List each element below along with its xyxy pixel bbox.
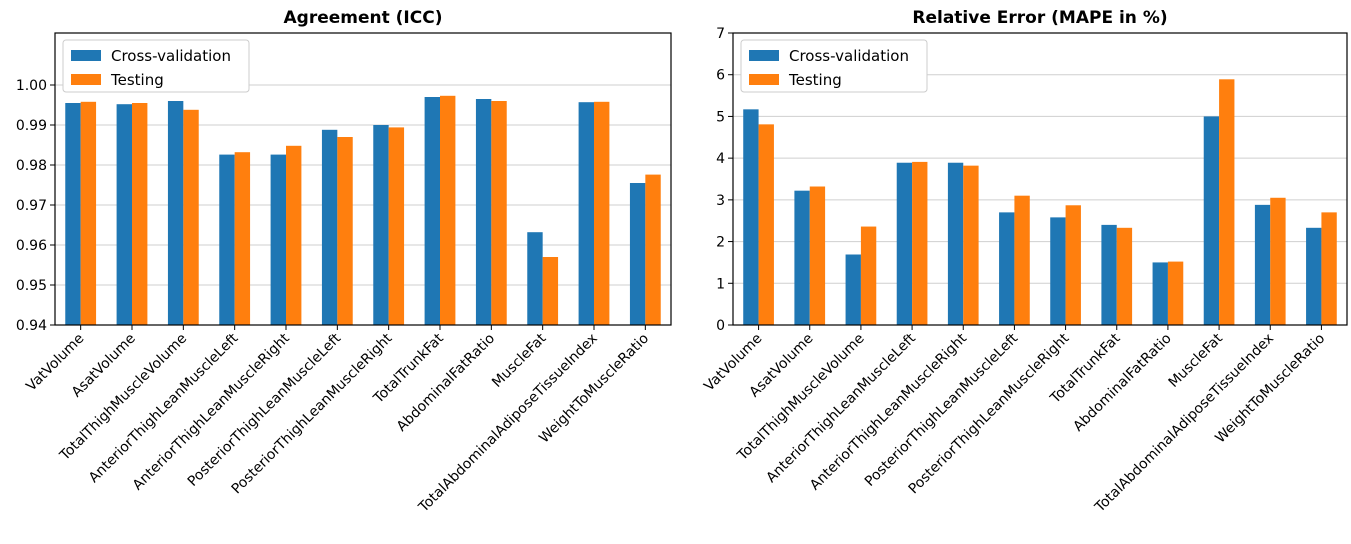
- mape-bar-crossval: [743, 109, 759, 325]
- icc-ytick-label: 0.96: [16, 238, 47, 254]
- mape-bar-testing: [1167, 261, 1184, 325]
- mape-bar-testing: [912, 161, 928, 325]
- mape-ytick-label: 3: [716, 193, 725, 209]
- mape-bar-crossval: [794, 190, 810, 325]
- mape-legend: Cross-validation Testing: [740, 39, 928, 93]
- icc-bar-crossval: [167, 101, 184, 325]
- icc-ytick-label: 0.95: [16, 278, 47, 294]
- icc-ytick-label: 0.98: [16, 158, 47, 174]
- mape-bar-testing: [1270, 197, 1286, 325]
- mape-ytick-label: 0: [716, 318, 725, 334]
- mape-bar-crossval: [1306, 227, 1322, 325]
- icc-bar-crossval: [270, 154, 286, 325]
- icc-bar-testing: [594, 101, 610, 325]
- mape-bar-crossval: [1101, 224, 1117, 325]
- icc-bar-testing: [645, 174, 661, 325]
- mape-ytick-label: 6: [716, 68, 725, 84]
- icc-ytick-label: 1.00: [16, 78, 47, 94]
- mape-ytick-label: 1: [716, 276, 725, 292]
- mape-chart-title: Relative Error (MAPE in %): [912, 8, 1167, 28]
- icc-legend-label: Testing: [110, 71, 164, 89]
- icc-bar-testing: [491, 101, 507, 325]
- icc-bar-testing: [286, 145, 302, 325]
- icc-bar-testing: [337, 137, 353, 325]
- mape-axes-frame: [732, 32, 1348, 326]
- mape-xtick-label: AbdominalFatRatio: [1070, 331, 1174, 435]
- icc-bar-testing: [132, 103, 148, 325]
- mape-bar-testing: [860, 226, 877, 325]
- icc-bar-testing: [80, 101, 97, 325]
- icc-bar-crossval: [629, 183, 646, 325]
- mape-bar-testing: [1219, 79, 1235, 325]
- mape-bar-testing: [758, 124, 774, 326]
- icc-bar-testing: [388, 127, 405, 326]
- mape-ytick-label: 4: [716, 151, 725, 167]
- mape-bar-crossval: [1203, 116, 1220, 325]
- mape-bar-crossval: [999, 212, 1015, 325]
- icc-ytick-label: 0.94: [16, 318, 47, 334]
- mape-bar-crossval: [1254, 204, 1271, 325]
- icc-legend-swatch: [71, 50, 101, 61]
- mape-legend-swatch: [749, 50, 779, 61]
- mape-legend-label: Testing: [788, 71, 842, 89]
- mape-bar-crossval: [896, 162, 913, 325]
- mape-bar-testing: [1321, 212, 1337, 325]
- icc-axes-frame: [54, 32, 672, 326]
- mape-legend-label: Cross-validation: [789, 47, 909, 65]
- icc-chart-title: Agreement (ICC): [284, 8, 443, 28]
- icc-legend-box: [62, 39, 250, 93]
- mape-bar-testing: [1014, 195, 1030, 325]
- icc-bar-crossval: [424, 97, 440, 325]
- mape-ytick-label: 2: [716, 235, 725, 251]
- mape-bar-testing: [1065, 205, 1081, 325]
- icc-bar-crossval: [321, 129, 338, 325]
- mape-panel: 01234567VatVolumeAsatVolumeTotalThighMus…: [701, 8, 1348, 517]
- mape-bar-crossval: [1050, 217, 1066, 325]
- mape-ytick-label: 5: [716, 109, 725, 125]
- icc-bar-testing: [542, 257, 559, 325]
- icc-xtick-label: AbdominalFatRatio: [394, 331, 498, 435]
- mape-bar-testing: [963, 165, 979, 325]
- mape-xtick-label: TotalAbdominalAdiposeTissueIndex: [1091, 331, 1277, 517]
- icc-ytick-label: 0.97: [16, 198, 47, 214]
- mape-legend-box: [740, 39, 928, 93]
- icc-bar-crossval: [116, 104, 132, 325]
- icc-bar-crossval: [578, 102, 594, 325]
- mape-bar-crossval: [845, 254, 861, 325]
- icc-bar-crossval: [373, 125, 389, 325]
- icc-bar-crossval: [219, 154, 235, 325]
- icc-legend-swatch: [71, 74, 101, 85]
- mape-bar-testing: [809, 186, 826, 325]
- icc-legend-label: Cross-validation: [111, 47, 231, 65]
- icc-legend: Cross-validation Testing: [62, 39, 250, 93]
- icc-ytick-label: 0.99: [16, 118, 47, 134]
- mape-legend-swatch: [749, 74, 779, 85]
- mape-bar-testing: [1116, 227, 1133, 325]
- mape-bar-crossval: [947, 162, 964, 325]
- mape-bar-crossval: [1152, 262, 1168, 325]
- icc-bar-crossval: [475, 99, 492, 325]
- icc-bar-testing: [234, 152, 251, 325]
- icc-bar-crossval: [65, 103, 81, 325]
- icc-panel: 0.940.950.960.970.980.991.00VatVolumeAsa…: [16, 8, 672, 517]
- icc-xtick-label: TotalAbdominalAdiposeTissueIndex: [415, 331, 601, 517]
- icc-bar-testing: [440, 95, 456, 325]
- icc-bar-testing: [183, 109, 199, 325]
- mape-ytick-label: 7: [716, 26, 725, 42]
- icc-bar-crossval: [527, 232, 543, 325]
